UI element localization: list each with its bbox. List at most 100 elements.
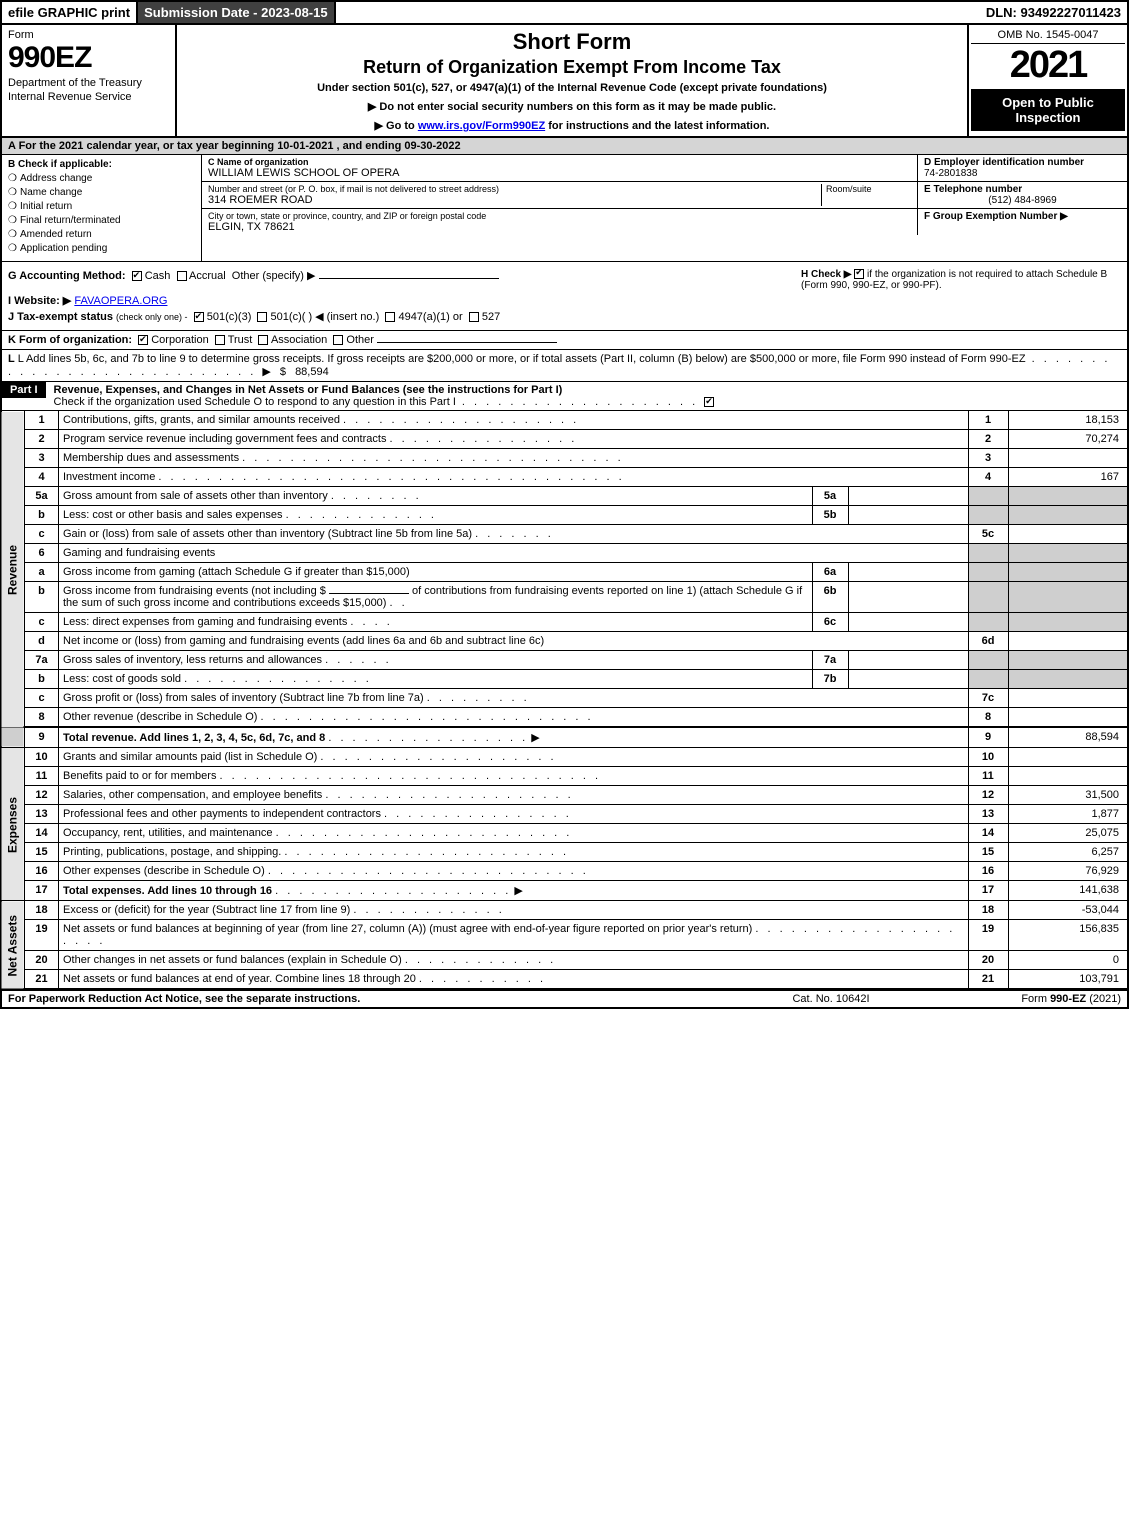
ln5c-val	[1008, 525, 1128, 544]
ln10-text: Grants and similar amounts paid (list in…	[63, 751, 317, 763]
ln6a-rg	[968, 563, 1008, 582]
h-pre: H Check ▶	[801, 269, 854, 280]
f-label: F Group Exemption Number ▶	[924, 211, 1121, 222]
k-other-line[interactable]	[377, 342, 557, 343]
ln7a-sn: 7a	[812, 651, 848, 670]
tax-year: 2021	[971, 44, 1125, 87]
ln3-rn: 3	[968, 449, 1008, 468]
ln7c-text: Gross profit or (loss) from sales of inv…	[63, 692, 424, 704]
omb-number: OMB No. 1545-0047	[971, 27, 1125, 44]
ln15-rn: 15	[968, 843, 1008, 862]
j-label: J Tax-exempt status	[8, 311, 113, 323]
topbar-spacer	[336, 2, 980, 23]
chk-cash[interactable]	[132, 271, 142, 281]
k-label: K Form of organization:	[8, 334, 132, 346]
chk-h[interactable]	[854, 269, 864, 279]
form-number: 990EZ	[8, 41, 169, 75]
ln3-val	[1008, 449, 1128, 468]
ln20-num: 20	[25, 951, 59, 970]
title-under-section: Under section 501(c), 527, or 4947(a)(1)…	[185, 82, 959, 94]
footer-catno: Cat. No. 10642I	[721, 993, 941, 1005]
ln2-text: Program service revenue including govern…	[63, 433, 386, 445]
ln14-val: 25,075	[1008, 824, 1128, 843]
chk-4947[interactable]	[385, 312, 395, 322]
chk-corp[interactable]	[138, 335, 148, 345]
ln17-rn: 17	[968, 881, 1008, 901]
vlabel-rev-end	[1, 727, 25, 748]
ln17-num: 17	[25, 881, 59, 901]
ln14-rn: 14	[968, 824, 1008, 843]
part1-table: Revenue 1 Contributions, gifts, grants, …	[0, 411, 1129, 990]
ln3-text: Membership dues and assessments	[63, 452, 239, 464]
ln12-val: 31,500	[1008, 786, 1128, 805]
website-link[interactable]: FAVAOPERA.ORG	[74, 295, 167, 307]
ln5a-sv	[848, 487, 968, 506]
ln7a-rg	[968, 651, 1008, 670]
chk-trust[interactable]	[215, 335, 225, 345]
d-label: D Employer identification number	[924, 157, 1121, 168]
chk-other-org[interactable]	[333, 335, 343, 345]
ln6c-num: c	[25, 613, 59, 632]
chk-address-change[interactable]: ❍Address change	[8, 173, 195, 184]
ln7c-val	[1008, 689, 1128, 708]
ln20-rn: 20	[968, 951, 1008, 970]
city-value: ELGIN, TX 78621	[208, 221, 911, 233]
ln8-rn: 8	[968, 708, 1008, 728]
ln16-num: 16	[25, 862, 59, 881]
ln21-num: 21	[25, 970, 59, 990]
ln19-num: 19	[25, 920, 59, 951]
chk-name-change[interactable]: ❍Name change	[8, 187, 195, 198]
title-goto: ▶ Go to www.irs.gov/Form990EZ for instru…	[185, 119, 959, 132]
submission-date: Submission Date - 2023-08-15	[138, 2, 336, 23]
ln5a-num: 5a	[25, 487, 59, 506]
ln6-rg	[968, 544, 1008, 563]
ln11-rn: 11	[968, 767, 1008, 786]
ln7a-num: 7a	[25, 651, 59, 670]
footer-bold: 990-EZ	[1050, 993, 1086, 1005]
b-check-list: ❍Address change ❍Name change ❍Initial re…	[8, 173, 195, 254]
ln13-text: Professional fees and other payments to …	[63, 808, 381, 820]
chk-assoc[interactable]	[258, 335, 268, 345]
footer-pre: Form	[1021, 993, 1050, 1005]
ln19-text: Net assets or fund balances at beginning…	[63, 923, 752, 935]
chk-final-return[interactable]: ❍Final return/terminated	[8, 215, 195, 226]
col-b-checkboxes: B Check if applicable: ❍Address change ❍…	[2, 155, 202, 261]
street-label: Number and street (or P. O. box, if mail…	[208, 184, 821, 194]
chk-501c[interactable]	[257, 312, 267, 322]
ln13-rn: 13	[968, 805, 1008, 824]
ln14-text: Occupancy, rent, utilities, and maintena…	[63, 827, 273, 839]
ln4-rn: 4	[968, 468, 1008, 487]
g-other-line[interactable]	[319, 278, 499, 279]
irs-link[interactable]: www.irs.gov/Form990EZ	[418, 120, 545, 132]
ln7a-rvg	[1008, 651, 1128, 670]
ln6c-sv	[848, 613, 968, 632]
ln5b-rg	[968, 506, 1008, 525]
ln15-val: 6,257	[1008, 843, 1128, 862]
ln18-rn: 18	[968, 901, 1008, 920]
city-label: City or town, state or province, country…	[208, 211, 911, 221]
ln1-num: 1	[25, 411, 59, 430]
ln6b-blank[interactable]	[329, 593, 409, 594]
ln6a-sv	[848, 563, 968, 582]
ln16-rn: 16	[968, 862, 1008, 881]
ln5c-num: c	[25, 525, 59, 544]
chk-amended-return[interactable]: ❍Amended return	[8, 229, 195, 240]
ln15-num: 15	[25, 843, 59, 862]
ln19-rn: 19	[968, 920, 1008, 951]
chk-initial-return[interactable]: ❍Initial return	[8, 201, 195, 212]
open-public-box: Open to Public Inspection	[971, 89, 1125, 131]
ln9-val: 88,594	[1008, 727, 1128, 748]
ln13-num: 13	[25, 805, 59, 824]
ln6-rvg	[1008, 544, 1128, 563]
chk-527[interactable]	[469, 312, 479, 322]
ln6a-num: a	[25, 563, 59, 582]
ln21-rn: 21	[968, 970, 1008, 990]
header-right: OMB No. 1545-0047 2021 Open to Public In…	[967, 25, 1127, 136]
chk-accrual[interactable]	[177, 271, 187, 281]
ln6-num: 6	[25, 544, 59, 563]
chk-part1-scho[interactable]	[704, 397, 714, 407]
chk-501c3[interactable]	[194, 312, 204, 322]
b-label: B Check if applicable:	[8, 159, 195, 170]
k-o3: Association	[271, 334, 327, 346]
chk-application-pending[interactable]: ❍Application pending	[8, 243, 195, 254]
